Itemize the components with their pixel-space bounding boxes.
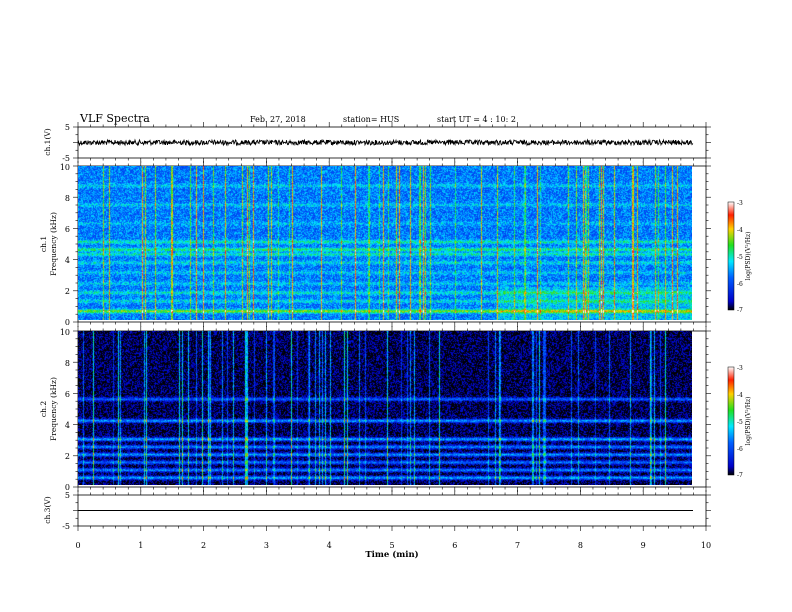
x-axis-label: Time (min) — [365, 549, 418, 560]
ch2-cb-tick-m5: -5 — [737, 419, 743, 426]
ch1-wave-ytick-top: 5 — [65, 123, 70, 132]
x-tick-label-2: 2 — [201, 541, 206, 550]
x-tick-label-7: 7 — [515, 541, 520, 550]
ch2-spectrogram-image — [78, 331, 692, 485]
date-label: Feb. 27, 2018 — [250, 115, 306, 124]
ch3-wave-ytick-bottom: -5 — [62, 522, 70, 531]
ch1-spec-ytick-4: 4 — [65, 256, 70, 265]
ch2-cb-label: log(PSD)(V²/Hz) — [745, 397, 752, 446]
ch1-waveform-trace — [77, 138, 694, 147]
figure-title: VLF Spectra — [79, 112, 150, 125]
ch2-cb-tick-m7: -7 — [737, 472, 743, 479]
ch2-spec-ylabel-frequency: Frequency (kHz) — [49, 377, 58, 441]
ch1-spec-ytick-0: 0 — [65, 318, 70, 327]
x-tick-label-8: 8 — [578, 541, 583, 550]
axis-tick-marks — [73, 122, 711, 531]
ch1-wave-line — [77, 138, 694, 147]
x-tick-label-9: 9 — [641, 541, 646, 550]
ch2-colorbar — [727, 366, 735, 476]
x-tick-label-0: 0 — [75, 541, 80, 550]
x-tick-label-6: 6 — [452, 541, 457, 550]
ch2-spec-ytick-8: 8 — [65, 359, 70, 368]
ch1-cb-tick-m4: -4 — [737, 227, 743, 234]
ch1-spec-ylabel: ch.1 — [39, 236, 48, 252]
ch2-spec-ylabel: ch.2 — [39, 401, 48, 417]
ch3-wave-ylabel: ch.3(V) — [43, 496, 52, 524]
ch1-waveform-panel: 5 -5 ch.1(V) — [43, 123, 707, 163]
ch2-spec-ytick-10: 10 — [60, 328, 70, 337]
ch2-spec-ytick-6: 6 — [65, 390, 70, 399]
x-tick-label-5: 5 — [389, 541, 394, 550]
ch1-colorbar — [727, 201, 735, 311]
ch1-cb-tick-m5: -5 — [737, 254, 743, 261]
ch1-spec-ytick-8: 8 — [65, 194, 70, 203]
ch2-spectrogram-panel: 0 2 4 6 8 10 ch.2 Frequency (kHz) -3 -4 … — [39, 328, 752, 492]
x-axis-tick-labels: 0 1 2 3 4 5 6 7 8 9 10 — [75, 541, 711, 550]
ch1-spec-ylabel-frequency: Frequency (kHz) — [49, 212, 58, 276]
ch1-cb-tick-m3: -3 — [737, 200, 743, 207]
ch2-cb-tick-m6: -6 — [737, 446, 743, 453]
ch2-cb-tick-m3: -3 — [737, 365, 743, 372]
x-tick-label-3: 3 — [264, 541, 269, 550]
ch1-cb-tick-m7: -7 — [737, 307, 743, 314]
station-label: station= HUS — [343, 115, 399, 124]
ch2-spec-ytick-2: 2 — [65, 452, 70, 461]
ch3-wave-ytick-top: 5 — [65, 491, 70, 500]
ch2-spec-ytick-4: 4 — [65, 421, 70, 430]
x-tick-label-10: 10 — [701, 541, 711, 550]
ch1-cb-label: log(PSD)(V²/Hz) — [745, 232, 752, 281]
ch1-wave-ytick-bottom: -5 — [62, 154, 70, 163]
ch1-spectrogram-panel: 0 2 4 6 8 10 ch.1 Frequency (kHz) -3 -4 … — [39, 163, 752, 327]
ch1-wave-ylabel: ch.1(V) — [43, 128, 52, 156]
start-time-label: start UT = 4 : 10: 2 — [437, 115, 516, 124]
ch1-cb-tick-m6: -6 — [737, 281, 743, 288]
ch2-cb-tick-m4: -4 — [737, 392, 743, 399]
ch3-waveform-panel: 5 -5 ch.3(V) — [43, 491, 707, 531]
ch2-spec-ytick-0: 0 — [65, 483, 70, 492]
x-tick-label-1: 1 — [138, 541, 143, 550]
x-tick-label-4: 4 — [327, 541, 332, 550]
ch1-spec-ytick-10: 10 — [60, 163, 70, 172]
ch1-spec-ytick-2: 2 — [65, 287, 70, 296]
ch1-spec-ytick-6: 6 — [65, 225, 70, 234]
ch1-spectrogram-image — [78, 166, 692, 320]
